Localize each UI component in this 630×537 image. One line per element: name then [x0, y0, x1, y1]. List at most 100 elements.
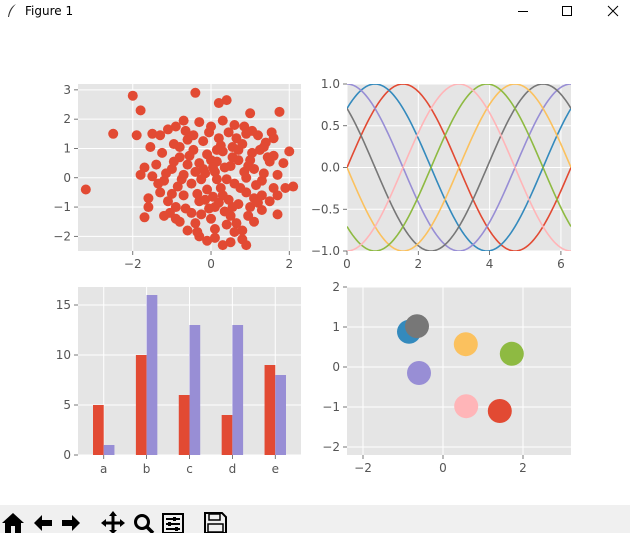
scatter-point: [131, 130, 142, 141]
maximize-icon: [562, 6, 572, 16]
navigation-toolbar: [0, 505, 630, 533]
scatter-point: [221, 174, 232, 185]
subplot-4: −2 0 2 −2 −1 0 1 2: [322, 280, 571, 475]
bar: [221, 415, 233, 455]
circle-marker: [405, 314, 429, 339]
scatter-point: [251, 180, 262, 191]
scatter-point: [162, 124, 173, 135]
scatter-point: [170, 213, 181, 224]
scatter-point: [108, 128, 119, 139]
bar: [189, 325, 201, 455]
scatter-point: [178, 115, 189, 126]
category-label: a: [100, 462, 107, 476]
feather-icon: [8, 4, 16, 17]
scatter-point: [155, 187, 166, 198]
scatter-point: [213, 197, 224, 208]
configure-subplots-icon: [162, 513, 184, 534]
scatter-point: [219, 206, 230, 217]
tick-label-y: 0.0: [321, 161, 340, 175]
minimize-button[interactable]: [500, 0, 546, 24]
scatter-point: [198, 163, 209, 174]
tick-label-x: −2: [354, 461, 372, 475]
category-label: e: [272, 462, 279, 476]
bar: [146, 295, 158, 455]
scatter-point: [176, 174, 187, 185]
scatter-point: [153, 178, 164, 189]
scatter-point: [229, 226, 240, 237]
line-series-6: [347, 84, 571, 251]
scatter-point: [194, 117, 205, 128]
tick-label-y: 1: [63, 141, 71, 155]
tick-label-x: 2: [519, 461, 527, 475]
scatter-point: [252, 197, 263, 208]
zoom-button[interactable]: [130, 506, 156, 535]
scatter-point: [268, 150, 279, 161]
plot-area: [78, 84, 301, 251]
scatter-point: [258, 141, 269, 152]
scatter-point: [143, 202, 154, 213]
close-icon: [607, 5, 619, 17]
scatter-point: [80, 184, 91, 195]
line-series-5: [347, 84, 571, 251]
scatter-point: [245, 155, 256, 166]
scatter-point: [217, 240, 228, 251]
circle-marker: [453, 332, 478, 357]
scatter-point: [190, 166, 201, 177]
tick-label-x: 0: [439, 461, 447, 475]
category-label: b: [143, 462, 151, 476]
scatter-point: [172, 181, 183, 192]
scatter-point: [170, 121, 181, 132]
forward-button[interactable]: [58, 506, 84, 533]
scatter-point: [209, 232, 220, 243]
tick-label-y: 3: [63, 83, 71, 97]
tick-label-y: 1: [332, 320, 340, 334]
home-button[interactable]: [0, 506, 26, 533]
scatter-point: [143, 193, 154, 204]
scatter-point: [206, 213, 217, 224]
bar: [178, 395, 190, 455]
scatter-point: [274, 106, 285, 117]
scatter-point: [227, 152, 238, 163]
scatter-point: [221, 219, 232, 230]
maximize-button[interactable]: [545, 0, 591, 24]
scatter-point: [145, 141, 156, 152]
zoom-icon: [134, 514, 155, 535]
circle-marker: [454, 394, 479, 419]
tick-label-x: 0: [207, 257, 215, 271]
tick-label-x: −2: [124, 257, 142, 271]
scatter-point: [192, 188, 203, 199]
scatter-point: [278, 158, 289, 169]
line-series-3: [347, 84, 571, 251]
scatter-point: [239, 166, 250, 177]
scatter-point: [204, 127, 215, 138]
scatter-point: [256, 204, 267, 215]
close-button[interactable]: [590, 0, 630, 24]
scatter-point: [182, 159, 193, 170]
scatter-point: [280, 183, 291, 194]
category-label: c: [186, 462, 193, 476]
scatter-point: [223, 127, 234, 138]
back-button[interactable]: [30, 506, 56, 533]
line-series-7: [347, 84, 571, 251]
scatter-point: [227, 202, 238, 213]
scatter-point: [219, 162, 230, 173]
scatter-point: [186, 178, 197, 189]
scatter-point: [168, 156, 179, 167]
tick-label-y: 0.5: [321, 119, 340, 133]
scatter-point: [217, 115, 228, 126]
tick-label-y: 15: [56, 298, 71, 312]
subplot-1: −2 0 2 −2 −1 0 1 2 3: [53, 83, 301, 271]
scatter-point: [196, 174, 207, 185]
configure-subplots-button[interactable]: [160, 506, 186, 534]
tick-label-y: 10: [56, 348, 71, 362]
back-arrow-icon: [34, 515, 52, 531]
circle-marker: [487, 399, 512, 423]
scatter-point: [213, 98, 224, 109]
tick-label-x: 2: [285, 257, 293, 271]
scatter-point: [188, 130, 199, 141]
scatter-point: [245, 202, 256, 213]
pan-button[interactable]: [100, 506, 126, 534]
scatter-point: [180, 203, 191, 214]
scatter-point: [184, 150, 195, 161]
save-button[interactable]: [202, 506, 228, 534]
